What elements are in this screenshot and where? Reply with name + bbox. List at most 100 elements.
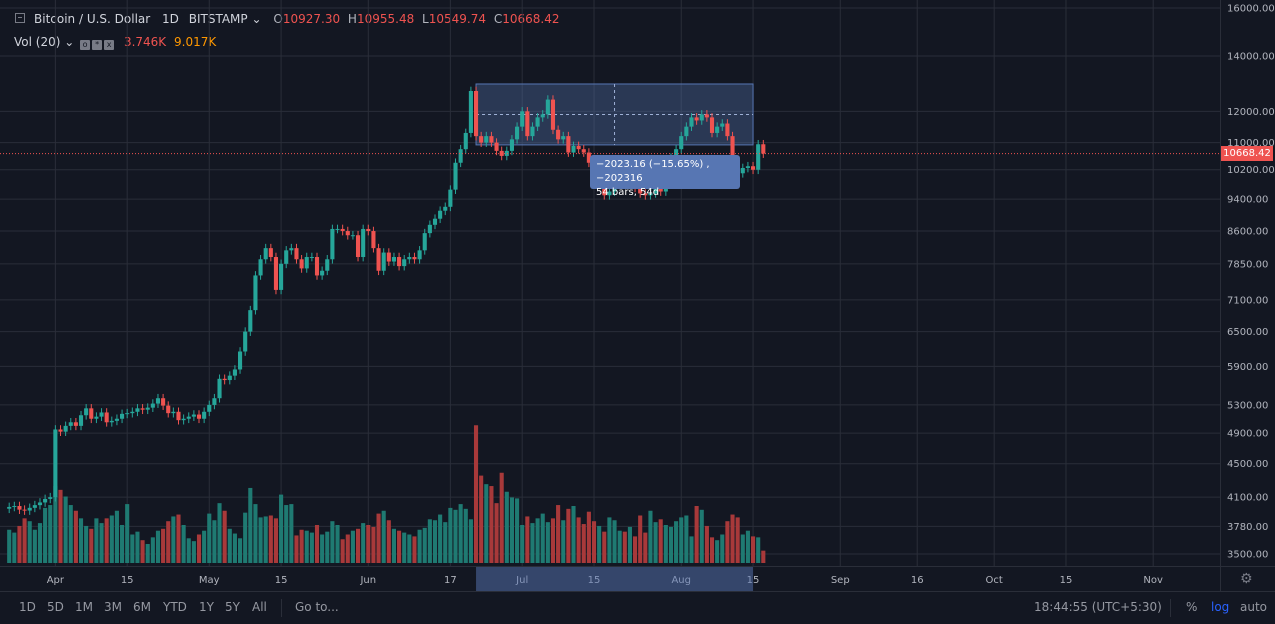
candle-body: [7, 506, 12, 509]
price-tick-label: 11000.00: [1227, 138, 1275, 149]
goto-button[interactable]: Go to...: [295, 600, 339, 614]
range-ytd[interactable]: YTD: [163, 600, 187, 614]
candle-body: [263, 248, 268, 260]
log-toggle[interactable]: log: [1211, 600, 1230, 614]
volume-bar: [674, 521, 679, 563]
percent-toggle[interactable]: %: [1186, 600, 1198, 614]
volume-bar: [130, 534, 135, 563]
volume-bar: [125, 504, 130, 563]
candle-body: [314, 257, 320, 276]
candle-body: [299, 259, 304, 269]
volume-bar: [689, 536, 694, 563]
range-1d[interactable]: 1D: [19, 600, 36, 614]
volume-bar: [273, 518, 279, 563]
candle-body: [371, 231, 376, 249]
candle-body: [473, 90, 479, 137]
settings-icon[interactable]: *: [92, 40, 103, 50]
time-axis[interactable]: Apr15May15Jun17Jul15Aug15Sep16Oct15Nov: [0, 566, 1220, 591]
candle-body: [155, 398, 161, 404]
time-tick-label: 15: [121, 575, 134, 586]
chevron-down-icon[interactable]: ⌄: [251, 12, 262, 26]
candle-body: [520, 111, 525, 127]
auto-toggle[interactable]: auto: [1240, 600, 1268, 614]
volume-bar: [735, 517, 740, 563]
volume-bar: [740, 534, 745, 563]
volume-bar: [627, 526, 632, 563]
exchange: BITSTAMP: [188, 12, 248, 26]
toolbar-divider: [281, 599, 282, 617]
range-5y[interactable]: 5Y: [225, 600, 240, 614]
volume-bar: [248, 487, 253, 563]
volume-bar: [540, 513, 545, 563]
candle-body: [345, 231, 350, 236]
candle-body: [376, 248, 381, 271]
range-1y[interactable]: 1Y: [199, 600, 214, 614]
volume-bar: [212, 520, 217, 563]
ohlc-close: 10668.42: [502, 12, 560, 26]
price-tick-label: 10200.00: [1227, 165, 1275, 176]
close-icon[interactable]: x: [104, 40, 115, 50]
price-tick-label: 8600.00: [1227, 227, 1268, 238]
time-tick-label: Jun: [359, 575, 376, 586]
volume-bar: [443, 522, 448, 563]
chart-pane[interactable]: [0, 0, 1220, 566]
time-tick-label: May: [199, 575, 220, 586]
price-tick-label: 16000.00: [1227, 4, 1275, 15]
candle-body: [258, 259, 263, 276]
collapse-legend-icon[interactable]: [15, 13, 25, 23]
volume-bar: [591, 521, 597, 563]
candle-body: [422, 233, 427, 251]
volume-bar: [294, 535, 299, 563]
candle-body: [222, 378, 227, 381]
candle-body: [550, 99, 556, 130]
eye-icon[interactable]: o: [80, 40, 91, 50]
volume-bar: [237, 538, 243, 563]
volume-bar: [750, 536, 756, 563]
volume-bar: [78, 518, 84, 563]
volume-bar: [438, 514, 443, 563]
range-6m[interactable]: 6M: [133, 600, 151, 614]
candle-body: [699, 114, 704, 121]
volume-bar: [320, 534, 325, 563]
candle-body: [386, 252, 391, 262]
time-tick-label: 17: [444, 575, 457, 586]
range-5d[interactable]: 5D: [47, 600, 64, 614]
volume-bar: [314, 525, 320, 563]
volume-bar: [68, 505, 73, 563]
range-all[interactable]: All: [252, 600, 267, 614]
range-3m[interactable]: 3M: [104, 600, 122, 614]
volume-bar: [284, 505, 289, 563]
candle-body: [761, 144, 766, 154]
candle-body: [284, 250, 289, 264]
volume-bar: [756, 537, 761, 563]
candle-body: [320, 270, 325, 276]
candle-body: [638, 187, 643, 194]
symbol-name[interactable]: Bitcoin / U.S. Dollar: [34, 12, 151, 26]
volume-bar: [386, 520, 391, 563]
candle-body: [109, 420, 114, 423]
volume-bar: [648, 510, 653, 563]
volume-bar: [617, 530, 622, 563]
candle-body: [756, 144, 761, 170]
chevron-down-icon[interactable]: ⌄: [64, 35, 75, 49]
price-axis[interactable]: 16000.00 14000.00 12000.00 11000.00 10200.00…: [1220, 0, 1275, 566]
candle-body: [684, 126, 689, 137]
volume-bar: [243, 512, 248, 563]
price-tick-label: 4100.00: [1227, 493, 1268, 504]
volume-bar: [530, 523, 535, 563]
candle-body: [104, 412, 109, 423]
interval[interactable]: 1D: [162, 12, 179, 26]
candle-body: [438, 210, 443, 219]
candle-body: [443, 206, 448, 211]
volume-bar: [494, 503, 499, 563]
clock[interactable]: 18:44:55 (UTC+5:30): [1034, 600, 1162, 614]
candle-body: [273, 257, 279, 290]
range-1m[interactable]: 1M: [75, 600, 93, 614]
volume-label[interactable]: Vol (20): [14, 35, 61, 49]
candle-body: [515, 126, 520, 140]
gear-icon[interactable]: ⚙: [1240, 571, 1253, 587]
volume-bar: [479, 475, 484, 563]
price-chart[interactable]: [0, 0, 1220, 566]
volume-bar: [376, 513, 381, 563]
candle-body: [427, 224, 432, 234]
